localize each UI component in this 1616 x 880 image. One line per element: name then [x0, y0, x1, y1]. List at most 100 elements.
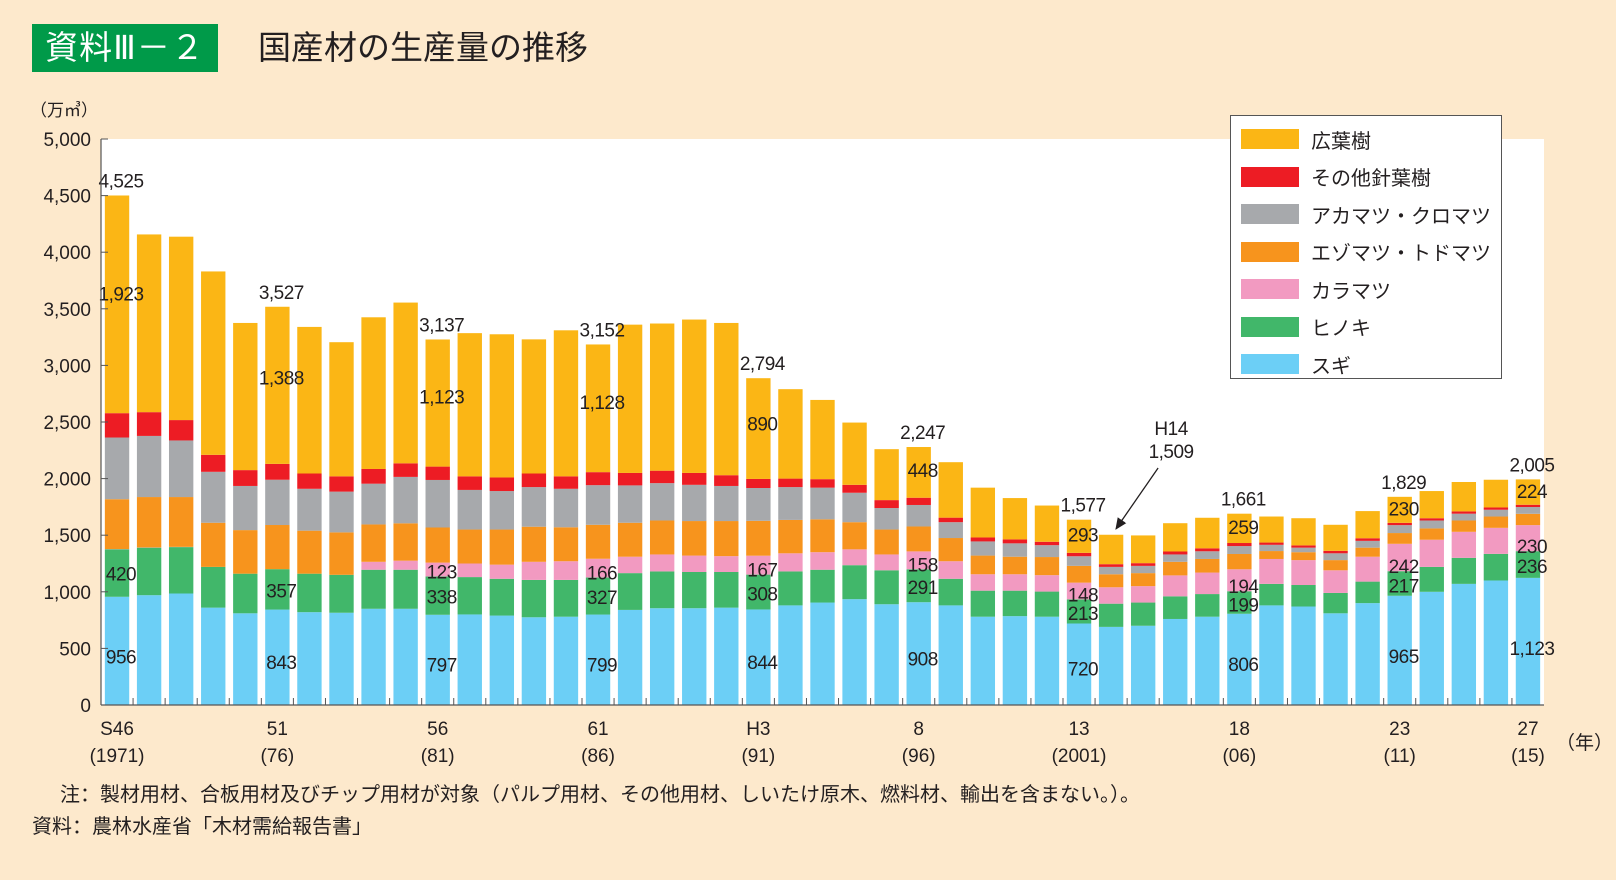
bar-segment-ヒノキ: [938, 578, 963, 606]
total-label: 3,137: [419, 315, 464, 336]
bar-segment-エゾマツ・トドマツ: [649, 520, 675, 555]
bar-1981: [425, 339, 450, 705]
bar-segment-アカマツ・クロマツ: [1483, 509, 1509, 517]
bar-segment-その他針葉樹: [585, 472, 611, 486]
footnote: 注：製材用材、合板用材及びチップ用材が対象（パルプ用材、その他用材、しいたけ原木…: [40, 782, 1140, 806]
bar-1988: [649, 323, 675, 705]
bar-segment-広葉樹: [553, 330, 579, 477]
bar-segment-スギ: [457, 614, 482, 705]
bar-segment-広葉樹: [970, 487, 996, 538]
x-tick-label-era: 51: [267, 719, 288, 740]
bar-segment-広葉樹: [810, 399, 835, 480]
bar-segment-広葉樹: [1323, 524, 1348, 551]
bar-segment-ヒノキ: [970, 590, 996, 617]
bar-segment-その他針葉樹: [1066, 552, 1092, 557]
x-tick-label-year: (06): [1222, 746, 1256, 767]
total-label: 1,829: [1381, 473, 1426, 494]
bar-segment-カラマツ: [874, 554, 899, 571]
bar-segment-エゾマツ・トドマツ: [617, 522, 643, 557]
bar-1976: [265, 306, 290, 705]
total-label: 3,152: [580, 320, 625, 341]
bar-segment-その他針葉樹: [1034, 541, 1060, 546]
bar-segment-カラマツ: [521, 561, 547, 580]
bar-segment-その他針葉樹: [970, 537, 996, 542]
segment-label: 259: [1228, 518, 1258, 539]
bar-segment-エゾマツ・トドマツ: [938, 538, 963, 562]
bar-segment-その他針葉樹: [617, 472, 643, 486]
bar-segment-エゾマツ・トドマツ: [1291, 552, 1316, 561]
bar-segment-ヒノキ: [457, 577, 482, 615]
annotation-arrow: [1115, 467, 1159, 530]
bar-segment-広葉樹: [425, 339, 450, 467]
bar-segment-アカマツ・クロマツ: [585, 485, 611, 525]
bar-segment-ヒノキ: [1227, 591, 1252, 614]
bar-segment-広葉樹: [1034, 505, 1060, 542]
bar-segment-アカマツ・クロマツ: [1291, 547, 1316, 553]
bar-segment-広葉樹: [457, 333, 482, 477]
y-tick-label: 3,000: [43, 356, 91, 377]
x-tick-label-era: 13: [1068, 719, 1089, 740]
bar-segment-エゾマツ・トドマツ: [297, 530, 322, 574]
bar-segment-ヒノキ: [585, 577, 611, 615]
bar-segment-ヒノキ: [168, 547, 194, 594]
legend-label: アカマツ・クロマツ: [1311, 203, 1491, 228]
bar-segment-ヒノキ: [1323, 592, 1348, 614]
bar-segment-スギ: [682, 608, 707, 705]
bar-segment-エゾマツ・トドマツ: [553, 527, 579, 562]
bar-segment-スギ: [521, 617, 547, 705]
bar-segment-広葉樹: [136, 234, 162, 413]
source-note: 資料：農林水産省「木材需給報告書」: [32, 814, 372, 838]
bar-segment-その他針葉樹: [1515, 504, 1541, 508]
bar-segment-広葉樹: [521, 339, 547, 474]
bar-segment-広葉樹: [617, 324, 643, 473]
bar-segment-広葉樹: [778, 389, 803, 479]
bar-segment-スギ: [425, 614, 450, 705]
legend-label: ヒノキ: [1311, 316, 1371, 340]
bar-segment-その他針葉樹: [746, 478, 771, 488]
bar-segment-広葉樹: [906, 447, 931, 498]
bar-segment-カラマツ: [585, 558, 611, 578]
bar-segment-エゾマツ・トドマツ: [329, 532, 354, 575]
bar-segment-広葉樹: [585, 344, 611, 473]
bar-segment-その他針葉樹: [233, 470, 258, 486]
bar-segment-スギ: [1483, 580, 1509, 705]
bar-segment-アカマツ・クロマツ: [1515, 507, 1541, 514]
bar-segment-広葉樹: [168, 236, 194, 421]
bar-segment-エゾマツ・トドマツ: [1098, 574, 1124, 588]
bar-segment-広葉樹: [746, 378, 771, 479]
bar-segment-その他針葉樹: [168, 420, 194, 441]
bar-segment-その他針葉樹: [1098, 564, 1124, 567]
bar-segment-その他針葉樹: [778, 478, 803, 488]
bar-segment-アカマツ・クロマツ: [1066, 556, 1092, 566]
segment-label: 1,923: [99, 284, 144, 305]
bar-segment-アカマツ・クロマツ: [970, 541, 996, 556]
bar-segment-広葉樹: [842, 422, 867, 485]
annotation-label-era: H14: [1154, 419, 1188, 440]
bar-segment-広葉樹: [1066, 519, 1092, 553]
bar-2012: [1419, 491, 1444, 705]
bar-segment-エゾマツ・トドマツ: [1034, 557, 1060, 576]
figure-number-badge: 資料Ⅲ－２: [32, 24, 218, 72]
x-axis-ticks: S46 (1971) 51 (76) 56 (81) 61 (86) H3 (91) 8 (96) 13…: [90, 698, 1613, 767]
bar-segment-広葉樹: [1098, 534, 1124, 565]
bar-segment-広葉樹: [1419, 491, 1444, 519]
bar-segment-カラマツ: [489, 564, 515, 579]
bar-2010: [1355, 511, 1380, 705]
bar-segment-アカマツ・クロマツ: [1130, 565, 1156, 574]
bar-segment-カラマツ: [649, 554, 675, 572]
segment-label: 148: [1068, 585, 1098, 606]
bar-segment-カラマツ: [1002, 574, 1028, 591]
bar-segment-ヒノキ: [714, 571, 739, 608]
segment-label: 293: [1068, 526, 1098, 547]
segment-label: 965: [1389, 647, 1419, 668]
bar-1994: [842, 422, 867, 705]
bar-segment-その他針葉樹: [1259, 542, 1284, 545]
segment-label: 1,123: [1509, 639, 1554, 660]
bar-segment-広葉樹: [682, 319, 707, 473]
legend-swatch: [1241, 129, 1299, 149]
bar-segment-アカマツ・クロマツ: [1259, 544, 1284, 552]
bar-segment-スギ: [938, 605, 963, 705]
bar-segment-その他針葉樹: [1419, 518, 1444, 521]
bar-2005: [1195, 517, 1220, 705]
bar-2001: [1066, 519, 1092, 705]
